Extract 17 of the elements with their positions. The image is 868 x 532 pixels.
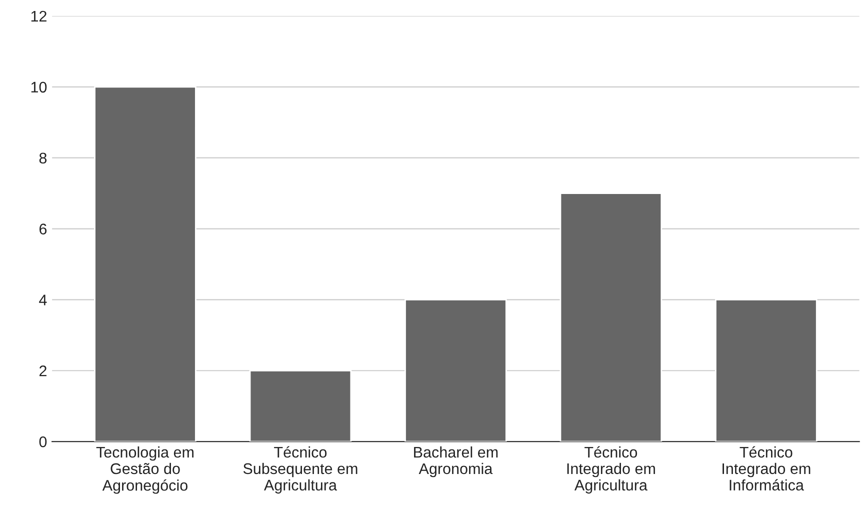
bar — [94, 86, 196, 442]
bar — [404, 299, 507, 442]
y-tick-label: 8 — [39, 152, 47, 164]
x-tick-label: Bacharel em Agronomia — [414, 446, 498, 478]
y-tick-label: 10 — [31, 82, 47, 93]
y-tick-label: 2 — [39, 365, 46, 376]
y-tick-label: 4 — [39, 294, 47, 306]
x-tick-label: Técnico Integrado em Informática — [722, 446, 810, 491]
bar — [715, 299, 818, 442]
bar — [249, 370, 352, 442]
y-tick-label: 6 — [40, 224, 47, 234]
x-tick-label: Técnico Integrado em Agricultura — [567, 446, 655, 494]
x-tick-label: Tecnologia em Gestão do Agronegócio — [96, 446, 194, 494]
y-tick-label: 0 — [39, 436, 47, 448]
y-tick-label: 12 — [31, 10, 46, 22]
bar — [560, 192, 662, 442]
x-tick-label: Técnico Subsequente em Agricultura — [243, 446, 358, 494]
